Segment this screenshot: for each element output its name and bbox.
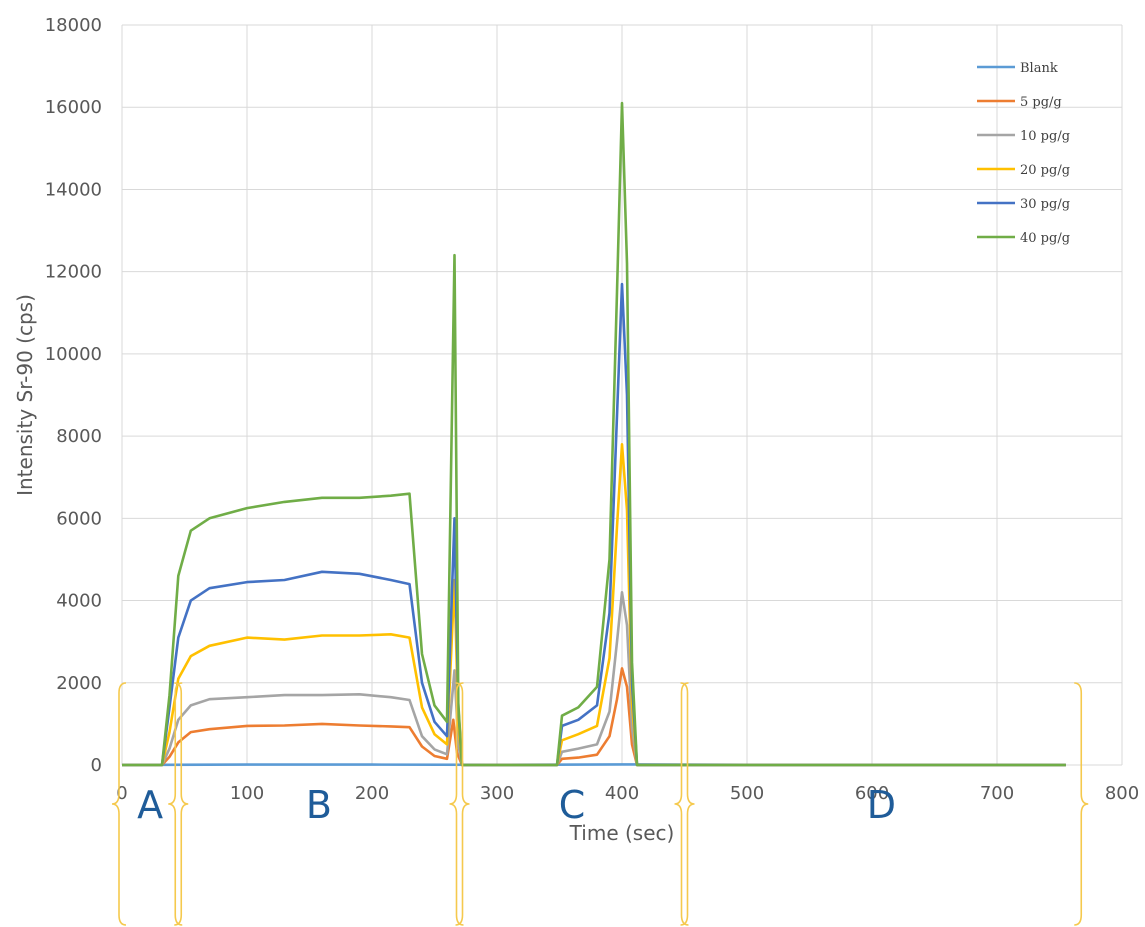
series-line-4 <box>122 282 1066 767</box>
series-line-5 <box>122 101 1066 767</box>
x-tick-label: 100 <box>230 783 264 804</box>
series-line-3 <box>122 443 1066 767</box>
region-label: B <box>306 783 332 827</box>
region-annotations: A B C D <box>111 682 1089 926</box>
tick-labels: 0200040006000800010000120001400016000180… <box>45 15 1139 804</box>
series-lines <box>121 101 1066 767</box>
x-tick-label: 300 <box>480 783 514 804</box>
legend-label: 10 pg/g <box>1020 129 1070 144</box>
legend-label: 40 pg/g <box>1020 231 1070 246</box>
brace-mark <box>680 682 695 926</box>
series-line-1 <box>122 667 1066 767</box>
y-tick-label: 4000 <box>56 591 102 612</box>
y-tick-label: 14000 <box>45 179 102 200</box>
x-tick-label: 700 <box>980 783 1014 804</box>
region-label: D <box>867 783 896 827</box>
y-tick-label: 8000 <box>56 426 102 447</box>
y-tick-label: 6000 <box>56 508 102 529</box>
region-label: A <box>137 783 163 827</box>
x-tick-label: 600 <box>855 783 889 804</box>
y-tick-label: 2000 <box>56 673 102 694</box>
grid <box>121 24 1123 766</box>
brace-mark <box>449 682 464 926</box>
legend: Blank 5 pg/g 10 pg/g 20 pg/g 30 pg/g 40 pg/g <box>977 61 1070 246</box>
x-tick-label: 400 <box>605 783 639 804</box>
y-tick-label: 10000 <box>45 344 102 365</box>
brace-mark <box>1074 682 1089 926</box>
y-tick-label: 18000 <box>45 15 102 36</box>
series-line-2 <box>122 591 1066 767</box>
legend-label: 20 pg/g <box>1020 163 1070 178</box>
legend-label: 5 pg/g <box>1020 95 1062 110</box>
brace-mark <box>174 682 189 926</box>
legend-label: Blank <box>1020 61 1058 76</box>
x-tick-label: 0 <box>116 783 127 804</box>
legend-label: 30 pg/g <box>1020 197 1070 212</box>
region-label: C <box>559 783 586 827</box>
brace-mark <box>111 682 127 926</box>
y-tick-label: 12000 <box>45 262 102 283</box>
brace-mark <box>455 682 470 926</box>
x-tick-label: 200 <box>355 783 389 804</box>
y-tick-label: 16000 <box>45 97 102 118</box>
brace-mark <box>674 682 689 926</box>
y-tick-label: 0 <box>91 755 102 776</box>
x-tick-label: 800 <box>1105 783 1139 804</box>
x-tick-label: 500 <box>730 783 764 804</box>
y-axis-title: Intensity Sr-90 (cps) <box>13 294 37 496</box>
brace-mark <box>168 682 183 926</box>
x-axis-title: Time (sec) <box>569 821 675 845</box>
